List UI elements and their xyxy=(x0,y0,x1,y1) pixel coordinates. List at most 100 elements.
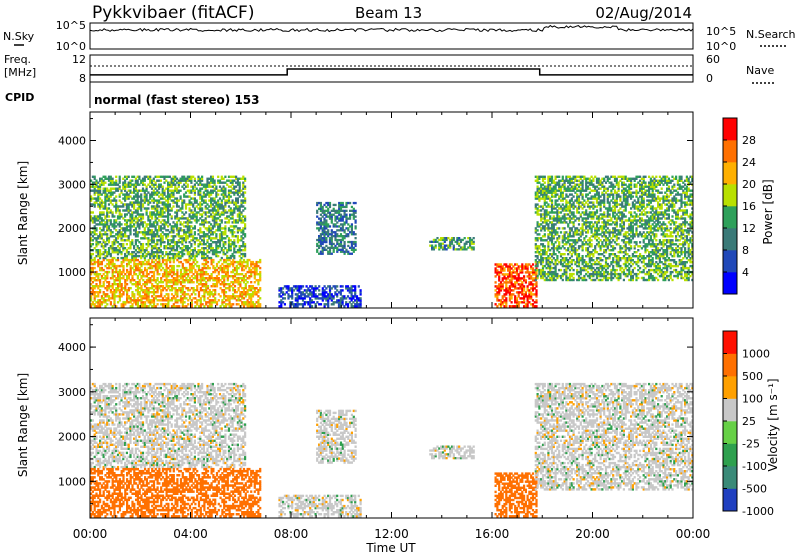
power-echo-cell xyxy=(201,268,204,272)
power-echo-cell xyxy=(531,267,535,270)
power-echo-cell xyxy=(328,297,332,300)
power-echo-cell xyxy=(248,293,251,296)
power-echo-cell xyxy=(294,297,297,300)
power-echo-cell xyxy=(201,254,204,258)
power-echo-cell xyxy=(188,215,191,218)
power-echo-cell xyxy=(159,237,162,240)
power-echo-cell xyxy=(163,223,166,226)
power-echo-cell xyxy=(175,203,179,206)
power-echo-cell xyxy=(242,277,246,280)
power-echo-cell xyxy=(90,279,93,282)
power-echo-cell xyxy=(165,270,168,274)
power-echo-cell xyxy=(141,254,145,258)
power-echo-cell xyxy=(515,287,519,290)
power-echo-cell xyxy=(210,275,213,278)
power-echo-cell xyxy=(140,299,143,302)
power-echo-cell xyxy=(129,281,132,284)
power-echo-cell xyxy=(160,299,163,302)
power-echo-cell xyxy=(523,297,526,300)
power-echo-cell xyxy=(195,201,198,204)
power-echo-cell xyxy=(99,191,102,194)
power-echo-cell xyxy=(550,209,554,212)
power-echo-cell xyxy=(240,249,243,252)
power-echo-cell xyxy=(543,199,546,202)
power-echo-cell xyxy=(338,201,341,205)
power-echo-cell xyxy=(341,301,344,304)
power-echo-cell xyxy=(325,219,328,222)
power-echo-cell xyxy=(323,213,326,216)
power-echo-cell xyxy=(212,277,215,280)
power-echo-cell xyxy=(167,215,170,218)
power-echo-cell xyxy=(154,291,157,294)
power-echo-cell xyxy=(202,237,205,240)
power-echo-cell xyxy=(556,213,559,216)
power-echo-cell xyxy=(192,264,195,268)
power-echo-cell xyxy=(147,215,150,218)
power-echo-cell xyxy=(138,195,141,198)
power-echo-cell xyxy=(505,281,508,284)
power-echo-cell xyxy=(224,287,228,290)
power-echo-cell xyxy=(106,266,109,270)
power-echo-cell xyxy=(202,256,205,260)
power-echo-cell xyxy=(147,287,150,290)
power-echo-cell xyxy=(199,189,202,192)
power-echo-cell xyxy=(325,215,328,218)
power-echo-cell xyxy=(145,237,148,240)
power-echo-cell xyxy=(97,254,100,258)
power-echo-cell xyxy=(224,191,227,194)
power-echo-cell xyxy=(240,193,243,196)
power-echo-cell xyxy=(235,175,238,178)
power-echo-cell xyxy=(350,213,353,216)
power-echo-cell xyxy=(206,254,209,258)
power-echo-cell xyxy=(199,195,202,198)
power-echo-cell xyxy=(172,229,175,232)
power-echo-cell xyxy=(323,223,326,226)
power-echo-cell xyxy=(133,247,136,250)
power-echo-cell xyxy=(259,270,262,274)
power-echo-cell xyxy=(183,213,186,216)
power-echo-cell xyxy=(134,229,137,232)
power-echo-cell xyxy=(108,297,111,300)
power-echo-cell xyxy=(545,185,548,188)
power-echo-cell xyxy=(167,209,170,212)
power-echo-cell xyxy=(211,203,214,206)
power-echo-cell xyxy=(554,185,557,188)
power-echo-cell xyxy=(97,195,100,198)
power-echo-cell xyxy=(352,297,355,300)
power-echo-cell xyxy=(289,303,292,306)
power-echo-cell xyxy=(167,175,170,178)
power-echo-cell xyxy=(206,277,210,280)
power-echo-cell xyxy=(205,277,208,280)
power-echo-cell xyxy=(179,273,183,276)
power-echo-cell xyxy=(120,305,123,308)
power-echo-cell xyxy=(134,233,137,236)
power-echo-cell xyxy=(193,189,196,192)
power-echo-cell xyxy=(278,295,281,298)
power-echo-cell xyxy=(244,285,247,288)
power-echo-cell xyxy=(552,251,555,254)
power-echo-cell xyxy=(115,239,118,242)
power-echo-cell xyxy=(125,203,128,206)
power-echo-cell xyxy=(215,252,218,256)
power-echo-cell xyxy=(531,269,535,272)
power-echo-cell xyxy=(90,258,93,262)
power-echo-cell xyxy=(558,268,561,272)
power-echo-cell xyxy=(221,291,224,294)
power-echo-cell xyxy=(165,305,168,308)
power-echo-cell xyxy=(167,205,170,208)
power-echo-cell xyxy=(159,245,162,248)
power-echo-cell xyxy=(190,275,193,278)
power-echo-cell xyxy=(181,305,184,308)
power-echo-cell xyxy=(188,247,191,250)
power-echo-cell xyxy=(116,215,120,218)
power-echo-cell xyxy=(350,242,353,246)
power-echo-cell xyxy=(323,305,326,308)
power-echo-cell xyxy=(177,219,180,222)
power-echo-cell xyxy=(338,211,341,214)
power-echo-cell xyxy=(109,258,112,262)
power-echo-cell xyxy=(541,264,545,268)
power-echo-cell xyxy=(547,247,550,250)
power-echo-cell xyxy=(124,239,127,242)
power-echo-cell xyxy=(170,225,173,228)
